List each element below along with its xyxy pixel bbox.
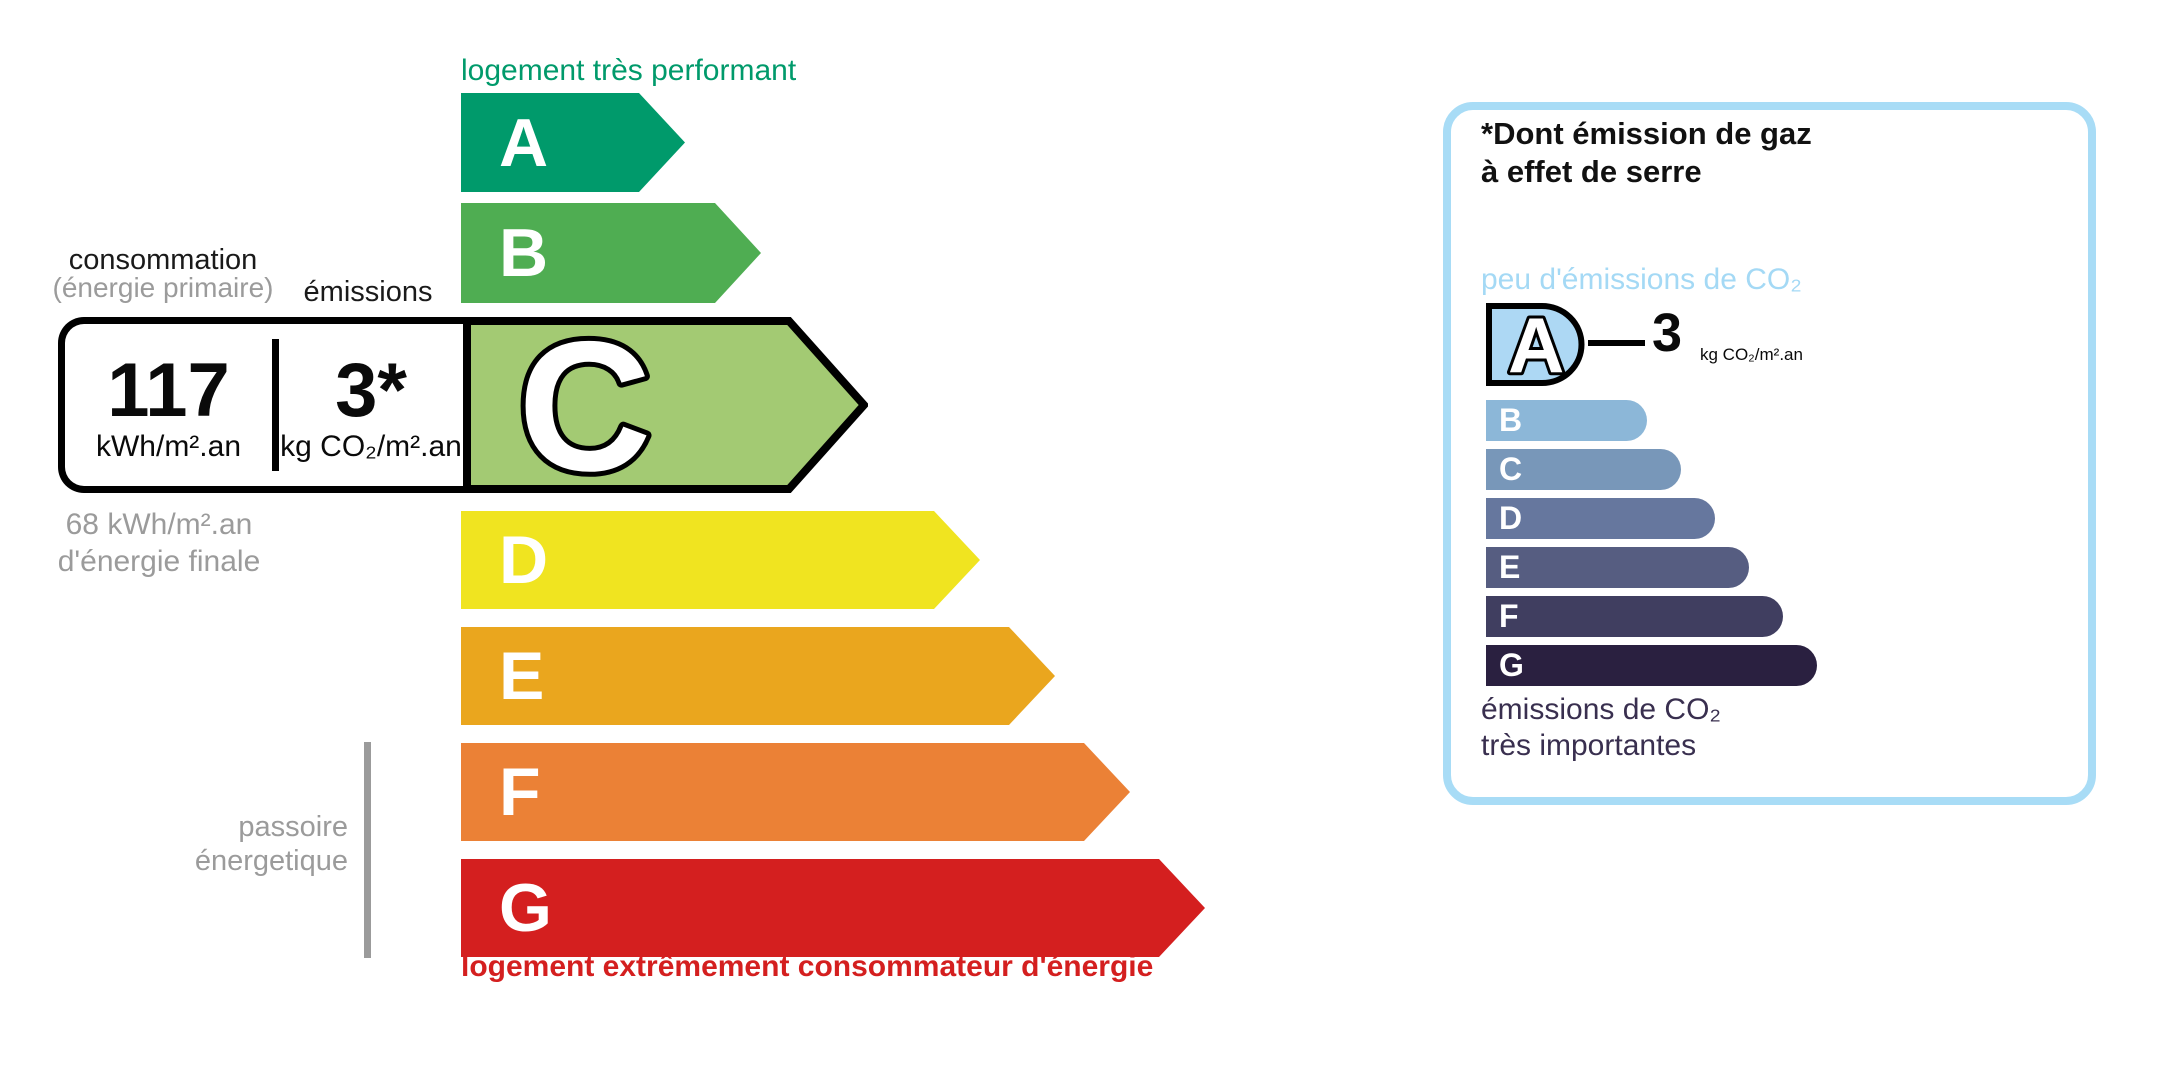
energy-class-letter: D: [499, 522, 549, 598]
primary-energy-sublabel: (énergie primaire): [52, 272, 274, 303]
energy-class-arrow-e: E: [461, 627, 1055, 725]
energy-sieve-line1: passoire: [238, 811, 348, 843]
cell-divider: [272, 339, 279, 471]
co2-class-letter: G: [1499, 647, 1524, 683]
co2-high-caption: émissions de CO₂ très importantes: [1481, 692, 1721, 764]
co2-low-caption: peu d'émissions de CO₂: [1481, 263, 1802, 296]
emissions-cell: 3* kg CO₂/m².an: [279, 324, 463, 486]
final-energy-line1: 68 kWh/m².an: [65, 508, 253, 541]
top-performance-caption: logement très performant: [461, 54, 797, 87]
co2-class-bar-d: D: [1486, 498, 1715, 539]
consumption-value: 117: [107, 348, 230, 433]
co2-badge-shape: [1486, 303, 1585, 386]
co2-class-letter-a: A: [1508, 303, 1564, 386]
co2-class-badge-a: A: [1486, 303, 1585, 386]
co2-class-bar-c: C: [1486, 449, 1681, 490]
co2-high-caption-line2: très importantes: [1481, 729, 1697, 762]
co2-value-connector-line: [1588, 340, 1645, 346]
energy-class-arrow-c-current: C: [463, 317, 868, 493]
co2-value-unit: kg CO₂/m².an: [1700, 345, 1803, 364]
co2-class-letter: B: [1499, 402, 1523, 438]
co2-class-letter: C: [1499, 451, 1523, 487]
co2-panel-title: *Dont émission de gaz à effet de serre: [1481, 115, 1812, 191]
final-energy-note: 68 kWh/m².an d'énergie finale: [28, 506, 290, 580]
co2-value: 3: [1652, 303, 1683, 363]
emissions-value: 3*: [335, 348, 407, 433]
current-class-arrow-shape: [463, 317, 868, 493]
co2-class-bar-e: E: [1486, 547, 1749, 588]
energy-class-arrow-b: B: [461, 203, 761, 303]
co2-panel-title-line2: à effet de serre: [1481, 154, 1702, 189]
current-rating-box: 117 kWh/m².an 3* kg CO₂/m².an: [58, 317, 463, 493]
co2-class-bar-b: B: [1486, 400, 1647, 441]
energy-sieve-line2: énergetique: [194, 845, 348, 877]
consumption-header: consommation (énergie primaire): [40, 246, 286, 302]
co2-class-bar-g: G: [1486, 645, 1817, 686]
co2-class-bar-f: F: [1486, 596, 1783, 637]
consumption-label: consommation: [68, 244, 258, 276]
consumption-unit: kWh/m².an: [95, 430, 242, 463]
co2-panel-title-line1: *Dont émission de gaz: [1481, 116, 1812, 151]
emissions-header: émissions: [303, 276, 433, 308]
co2-class-letter: D: [1499, 500, 1523, 536]
energy-class-letter: B: [499, 215, 549, 291]
co2-high-caption-line1: émissions de CO₂: [1481, 693, 1722, 726]
energy-class-letter: G: [499, 870, 552, 946]
co2-class-letter: F: [1499, 598, 1519, 634]
co2-class-letter: E: [1499, 549, 1521, 585]
final-energy-line2: d'énergie finale: [57, 545, 261, 578]
current-class-letter: C: [518, 317, 652, 493]
energy-sieve-bracket: [364, 742, 371, 958]
energy-class-letter: A: [499, 104, 549, 181]
energy-class-letter: F: [499, 754, 541, 830]
energy-class-arrow-f: F: [461, 743, 1130, 841]
high-consumption-caption: logement extrêmement consommateur d'éner…: [461, 950, 1154, 983]
emissions-unit: kg CO₂/m².an: [280, 430, 462, 463]
consumption-cell: 117 kWh/m².an: [65, 324, 272, 486]
energy-class-arrow-a: A: [461, 93, 685, 192]
energy-class-arrow-d: D: [461, 511, 980, 609]
energy-class-arrow-g: G: [461, 859, 1205, 957]
energy-sieve-label: passoire énergetique: [108, 810, 348, 878]
energy-class-letter: E: [499, 638, 545, 714]
